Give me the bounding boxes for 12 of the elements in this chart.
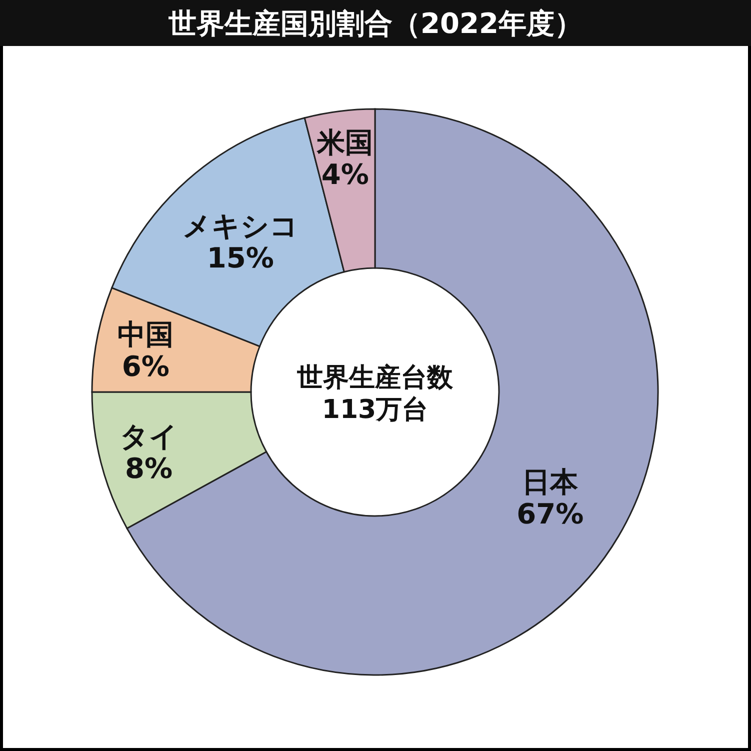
slice-label: 日本 <box>522 466 580 499</box>
slice-label: 中国 <box>118 318 174 352</box>
slice-label: 米国 <box>316 126 374 159</box>
data-label: 67% <box>516 498 584 531</box>
chart-title: 世界生産国別割合（2022年度） <box>168 7 582 40</box>
data-label: 6% <box>122 350 170 384</box>
slice-label: メキシコ <box>182 209 298 242</box>
slice-label: タイ <box>120 420 178 454</box>
data-label: 15% <box>206 241 274 274</box>
text: 世界生産台数 113万台 <box>296 363 454 425</box>
data-label: 8% <box>125 452 173 486</box>
data-label: 4% <box>321 158 369 191</box>
